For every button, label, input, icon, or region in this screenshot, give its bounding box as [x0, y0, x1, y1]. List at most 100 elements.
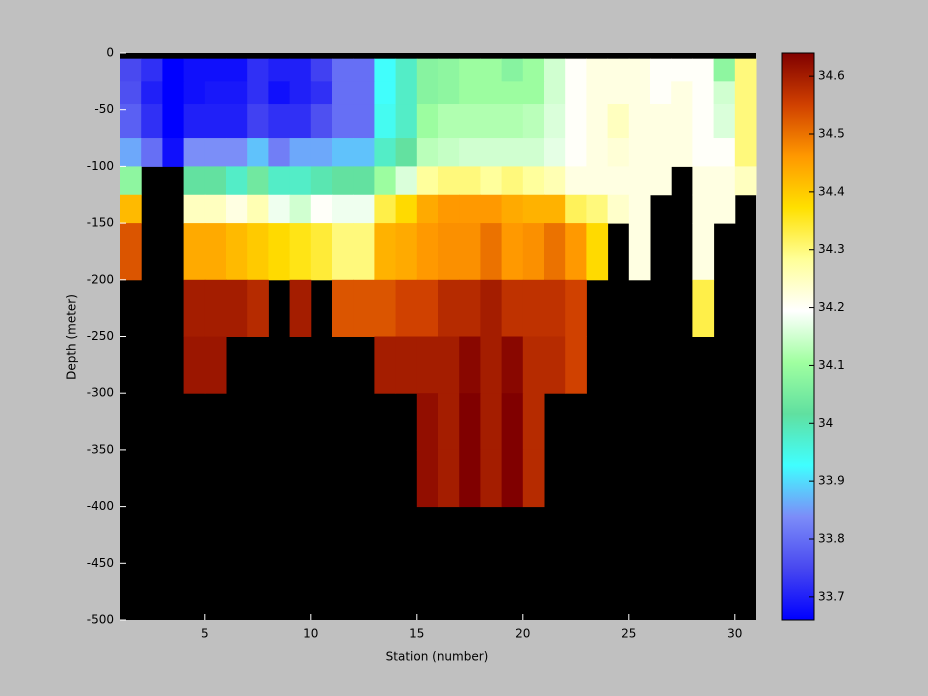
heat-cell	[247, 279, 269, 337]
heat-cell	[628, 81, 651, 105]
heat-cell	[501, 81, 524, 105]
heat-cell	[692, 194, 715, 224]
heat-cell	[395, 194, 418, 224]
heat-cell	[671, 81, 693, 105]
heat-cell	[544, 336, 566, 394]
heat-cell	[438, 223, 460, 281]
heat-cell	[353, 104, 375, 139]
heat-cell	[204, 279, 227, 337]
heat-cell	[522, 138, 545, 167]
heat-cell	[226, 104, 248, 139]
heat-cell	[289, 166, 312, 196]
heat-cell	[628, 58, 651, 82]
heat-cell	[268, 138, 291, 167]
heat-cell	[395, 58, 418, 82]
heat-cell	[565, 279, 587, 337]
heat-cell	[353, 223, 375, 281]
heat-cell	[120, 58, 142, 82]
colorbar-tick-label: 34.5	[818, 127, 845, 141]
heat-cell	[289, 104, 312, 139]
heat-cell	[353, 279, 375, 337]
heat-cell	[289, 194, 312, 224]
heat-cell	[268, 81, 291, 105]
heat-cell	[628, 194, 651, 224]
x-tick-label: 20	[515, 627, 530, 641]
heat-cell	[607, 166, 630, 196]
heat-cell	[332, 279, 354, 337]
heat-cell	[586, 223, 609, 281]
x-tick-label: 5	[201, 627, 209, 641]
heat-cell	[226, 194, 248, 224]
heat-cell	[416, 104, 439, 139]
heat-cell	[268, 58, 291, 82]
heat-cell	[501, 223, 524, 281]
heat-cell	[289, 223, 312, 281]
heat-cell	[565, 58, 587, 82]
y-tick-label: -150	[87, 216, 114, 230]
heat-cell	[459, 393, 481, 451]
heat-cell	[162, 138, 185, 167]
y-tick-label: -450	[87, 556, 114, 570]
heat-cell	[310, 138, 333, 167]
colorbar-tick-label: 33.7	[818, 589, 845, 603]
heat-cell	[692, 58, 715, 82]
heat-cell	[204, 336, 227, 394]
heat-cell	[141, 81, 163, 105]
heat-cell	[374, 138, 397, 167]
heat-cell	[692, 81, 715, 105]
heat-cell	[501, 279, 524, 337]
y-tick-label: -50	[94, 102, 114, 116]
heat-cell	[247, 223, 269, 281]
heat-cell	[204, 104, 227, 139]
heat-cell	[480, 81, 503, 105]
heat-cell	[586, 104, 609, 139]
heat-cell	[141, 138, 163, 167]
colorbar-tick-label: 34.6	[818, 69, 845, 83]
heat-cell	[671, 104, 693, 139]
heat-cell	[353, 166, 375, 196]
heat-cell	[459, 279, 481, 337]
heat-cell	[438, 104, 460, 139]
heat-cell	[374, 336, 397, 394]
heat-cell	[522, 104, 545, 139]
heat-cell	[522, 58, 545, 82]
heat-cell	[544, 58, 566, 82]
heat-cell	[289, 138, 312, 167]
heat-cell	[522, 194, 545, 224]
heat-cell	[544, 223, 566, 281]
heat-cell	[650, 58, 672, 82]
heat-cell	[374, 58, 397, 82]
heat-cell	[501, 336, 524, 394]
heat-cell	[734, 104, 757, 139]
heat-cell	[544, 104, 566, 139]
heat-cell	[607, 58, 630, 82]
heat-cell	[374, 223, 397, 281]
x-tick-label: 30	[727, 627, 742, 641]
x-tick-label: 25	[621, 627, 636, 641]
heat-cell	[607, 104, 630, 139]
y-tick-label: 0	[106, 46, 114, 60]
heat-cell	[480, 104, 503, 139]
heat-cell	[332, 104, 354, 139]
heat-cell	[183, 279, 206, 337]
heat-cell	[544, 194, 566, 224]
heat-cell	[692, 223, 715, 281]
x-tick-label: 15	[409, 627, 424, 641]
heat-cell	[310, 81, 333, 105]
heat-cell	[353, 58, 375, 82]
heat-cell	[374, 194, 397, 224]
heat-cell	[395, 81, 418, 105]
heat-cell	[628, 104, 651, 139]
heat-cell	[522, 449, 545, 508]
heat-cell	[734, 138, 757, 167]
heat-cell	[183, 81, 206, 105]
heat-cell	[183, 58, 206, 82]
heat-cell	[501, 104, 524, 139]
heat-cell	[628, 138, 651, 167]
heat-cell	[374, 81, 397, 105]
heat-cell	[374, 104, 397, 139]
heat-cell	[395, 104, 418, 139]
heat-cell	[628, 166, 651, 196]
heat-cell	[247, 138, 269, 167]
heat-cell	[734, 166, 757, 196]
